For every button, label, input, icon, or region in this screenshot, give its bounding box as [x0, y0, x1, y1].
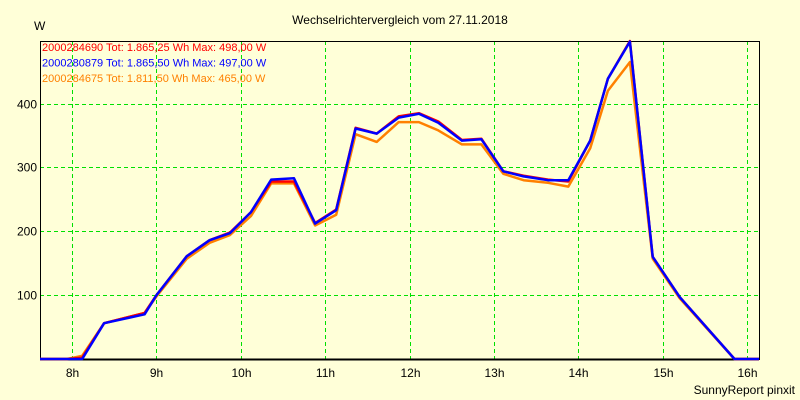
- x-tick-label: 12h: [400, 366, 420, 380]
- y-tick-label: 300: [17, 161, 37, 175]
- footer-credit: SunnyReport pinxit: [694, 383, 796, 397]
- x-tick-label: 13h: [484, 366, 504, 380]
- y-tick-label: 100: [17, 289, 37, 303]
- x-tick-label: 11h: [316, 366, 335, 380]
- legend-entry: 2000284675 Tot: 1.811,50 Wh Max: 465,00 …: [42, 73, 266, 85]
- y-axis-label: W: [34, 19, 46, 33]
- legend-entry: 2000280879 Tot: 1.865,50 Wh Max: 497,00 …: [42, 58, 267, 70]
- series-line-2000284675: [40, 60, 759, 361]
- plot-frame: [40, 41, 760, 360]
- y-tick-label: 400: [17, 98, 37, 112]
- y-tick-label: 200: [17, 225, 37, 239]
- chart-title: Wechselrichtervergleich vom 27.11.2018: [292, 13, 508, 27]
- x-tick-label: 16h: [737, 366, 757, 380]
- x-tick-label: 9h: [150, 366, 163, 380]
- x-tick-label: 14h: [568, 366, 588, 380]
- series-line-2000280879: [40, 40, 759, 361]
- x-tick-label: 10h: [231, 366, 251, 380]
- x-tick-label: 15h: [653, 366, 673, 380]
- x-tick-label: 8h: [66, 366, 79, 380]
- legend-entry: 2000284690 Tot: 1.865,25 Wh Max: 498,00 …: [42, 42, 267, 54]
